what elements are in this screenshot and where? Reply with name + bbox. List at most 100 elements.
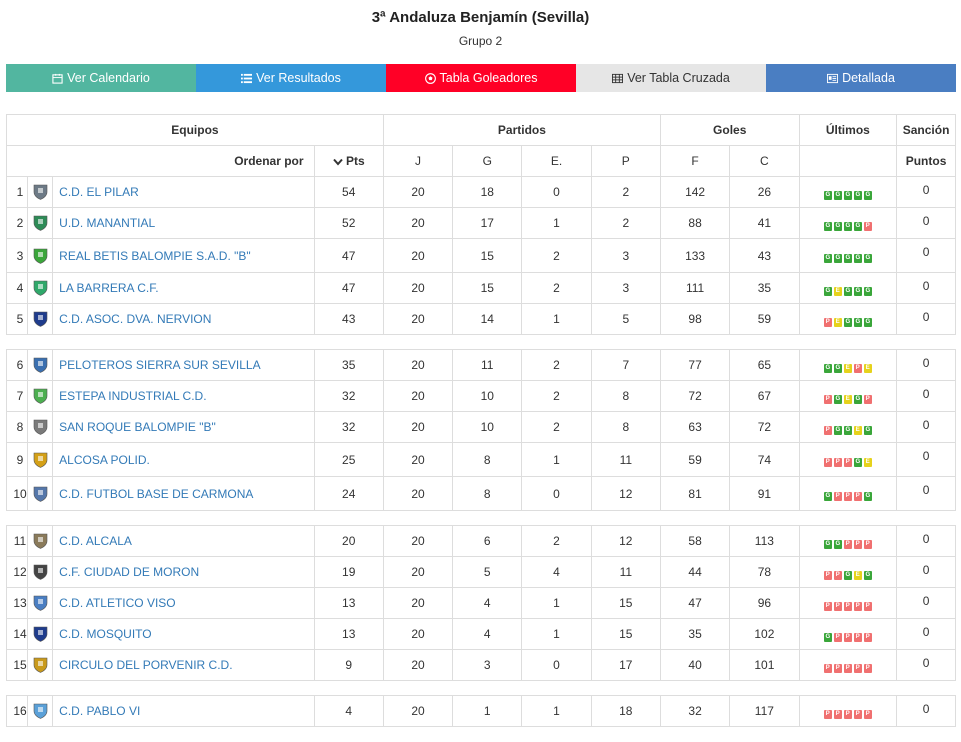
team-name[interactable]: ALCOSA POLID. — [52, 442, 315, 477]
result-badge: G — [853, 394, 862, 404]
team-shield-cell — [26, 303, 54, 335]
result-badge: P — [863, 394, 872, 404]
team-name[interactable]: CIRCULO DEL PORVENIR C.D. — [52, 649, 315, 681]
result-badge: P — [843, 492, 852, 501]
team-name[interactable]: C.D. FUTBOL BASE DE CARMONA — [52, 476, 315, 511]
goals-for: 44 — [659, 556, 731, 588]
header-matches: Partidos — [382, 114, 661, 146]
drawn: 0 — [521, 476, 592, 511]
result-badge: G — [843, 286, 852, 296]
result-badge: P — [833, 492, 842, 501]
result-badge: E — [833, 317, 842, 327]
position: 14 — [6, 618, 28, 650]
goals-for: 133 — [659, 238, 731, 273]
position: 11 — [6, 525, 28, 557]
lost: 12 — [590, 525, 661, 557]
sort-pts-header[interactable]: Pts — [313, 145, 384, 177]
result-badge: G — [853, 190, 862, 200]
table-row: 6 PELOTEROS SIERRA SUR SEVILLA 35 20 11 2 7 77 6… — [6, 349, 956, 381]
drawn: 2 — [521, 238, 592, 273]
cross-table-button[interactable]: Ver Tabla Cruzada — [576, 64, 766, 92]
result-badge: P — [863, 221, 872, 231]
result-badge: G — [863, 425, 872, 435]
team-shield-icon — [33, 452, 47, 468]
detailed-button[interactable]: Detallada — [766, 64, 956, 92]
points: 43 — [313, 303, 384, 335]
goals-for: 59 — [659, 442, 731, 477]
lost: 15 — [590, 587, 661, 619]
team-name[interactable]: LA BARRERA C.F. — [52, 272, 315, 304]
team-name[interactable]: SAN ROQUE BALOMPIE "B" — [52, 411, 315, 443]
team-name[interactable]: ESTEPA INDUSTRIAL C.D. — [52, 380, 315, 412]
result-badge: G — [853, 458, 862, 467]
result-badge: G — [823, 254, 832, 263]
lost: 7 — [590, 349, 661, 381]
result-badge: P — [843, 663, 852, 673]
team-shield-icon — [33, 184, 47, 200]
sanction-points: 0 — [896, 618, 956, 650]
team-shield-cell — [26, 238, 54, 273]
page-title: 3ª Andaluza Benjamín (Sevilla) — [371, 9, 590, 26]
result-badge: P — [853, 709, 862, 719]
team-name[interactable]: C.D. PABLO VI — [52, 695, 315, 727]
calendar-button[interactable]: Ver Calendario — [6, 64, 196, 92]
lost: 11 — [590, 556, 661, 588]
team-name[interactable]: C.F. CIUDAD DE MORON — [52, 556, 315, 588]
team-name[interactable]: C.D. MOSQUITO — [52, 618, 315, 650]
goals-against: 101 — [729, 649, 800, 681]
list-icon — [241, 73, 253, 83]
result-badge: P — [863, 709, 872, 719]
result-badge: P — [833, 663, 842, 673]
table-row: 11 C.D. ALCALA 20 20 6 2 12 58 113 G G P P P 0 — [6, 525, 956, 557]
points: 35 — [313, 349, 384, 381]
team-name[interactable]: U.D. MANANTIAL — [52, 207, 315, 239]
team-name[interactable]: C.D. ATLETICO VISO — [52, 587, 315, 619]
goals-for: 40 — [659, 649, 731, 681]
result-badge: G — [863, 317, 872, 327]
drawn: 1 — [521, 695, 592, 727]
result-badge: G — [843, 221, 852, 231]
played: 20 — [382, 238, 454, 273]
team-name[interactable]: C.D. EL PILAR — [52, 176, 315, 208]
group-subtitle: Grupo 2 — [458, 34, 503, 48]
team-name[interactable]: REAL BETIS BALOMPIE S.A.D. "B" — [52, 238, 315, 273]
col-p: P — [590, 145, 661, 177]
table-row: 16 C.D. PABLO VI 4 20 1 1 18 32 117 P P P P P 0 — [6, 695, 956, 727]
team-name[interactable]: C.D. ALCALA — [52, 525, 315, 557]
scorers-button[interactable]: Tabla Goleadores — [386, 64, 576, 92]
group-separator — [6, 334, 956, 350]
result-badge: P — [823, 394, 832, 404]
table-row: 8 SAN ROQUE BALOMPIE "B" 32 20 10 2 8 63 72 P G G E G… — [6, 411, 956, 443]
table-row: 2 U.D. MANANTIAL 52 20 17 1 2 88 41 G G G G P 0 — [6, 207, 956, 239]
sanction-points: 0 — [896, 649, 956, 681]
team-shield-icon — [33, 626, 47, 642]
results-button[interactable]: Ver Resultados — [196, 64, 386, 92]
lost: 17 — [590, 649, 661, 681]
table-row: 12 C.F. CIUDAD DE MORON 19 20 5 4 11 44 78 P P G E G 0 — [6, 556, 956, 588]
played: 20 — [382, 476, 454, 511]
points: 4 — [313, 695, 384, 727]
team-name[interactable]: PELOTEROS SIERRA SUR SEVILLA — [52, 349, 315, 381]
lost: 12 — [590, 476, 661, 511]
team-shield-icon — [33, 533, 47, 549]
goals-against: 72 — [729, 411, 800, 443]
played: 20 — [382, 272, 454, 304]
result-badge: G — [863, 254, 872, 263]
results-button-label: Ver Resultados — [256, 71, 341, 85]
table-row: 10 C.D. FUTBOL BASE DE CARMONA 24 20 8 0 12 81 9… — [6, 476, 956, 511]
team-shield-cell — [26, 176, 54, 208]
table-row: 5 C.D. ASOC. DVA. NERVION 43 20 14 1 5 98 59 P E G G… — [6, 303, 956, 335]
played: 20 — [382, 411, 454, 443]
col-g: G — [452, 145, 523, 177]
won: 15 — [452, 272, 523, 304]
drawn: 2 — [521, 272, 592, 304]
won: 4 — [452, 618, 523, 650]
result-badge: P — [823, 601, 832, 611]
team-name[interactable]: C.D. ASOC. DVA. NERVION — [52, 303, 315, 335]
goals-for: 58 — [659, 525, 731, 557]
position: 9 — [6, 442, 28, 477]
goals-for: 77 — [659, 349, 731, 381]
